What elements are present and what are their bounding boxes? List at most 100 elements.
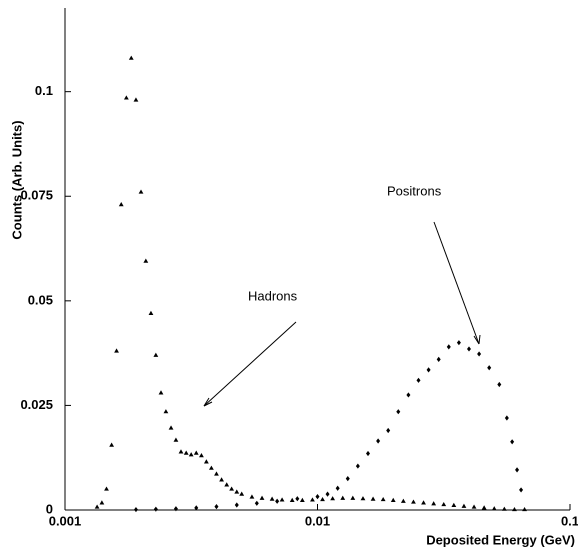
point (143, 258, 149, 263)
point (118, 202, 124, 207)
point (396, 409, 401, 415)
point (390, 497, 396, 502)
point (466, 346, 471, 352)
y-tick-label: 0.025 (20, 397, 53, 412)
arrow (433, 221, 480, 345)
point (522, 506, 527, 512)
point (109, 442, 115, 447)
point (456, 340, 461, 346)
point (519, 487, 524, 493)
point (386, 427, 391, 434)
point (481, 505, 487, 510)
point (421, 500, 426, 505)
point (158, 390, 164, 395)
point (104, 486, 109, 491)
point (114, 348, 119, 353)
point (340, 495, 346, 500)
point (350, 495, 356, 500)
point (269, 496, 275, 501)
point (504, 415, 509, 421)
point (335, 485, 340, 491)
point (275, 498, 280, 504)
x-tick-label: 0.01 (305, 513, 330, 528)
point (259, 495, 265, 500)
point (501, 506, 507, 511)
point (279, 497, 285, 502)
point (133, 97, 139, 102)
point (315, 494, 320, 500)
point (406, 392, 411, 398)
point (183, 450, 189, 455)
point (330, 496, 336, 501)
point (224, 482, 230, 487)
arrow-head (473, 334, 481, 345)
y-tick-label: 0 (46, 501, 53, 516)
point (299, 497, 305, 502)
point (133, 506, 138, 513)
point (360, 496, 366, 501)
point (325, 491, 330, 497)
point (153, 506, 158, 512)
x-tick-label: 0.001 (49, 513, 82, 528)
point (400, 498, 406, 503)
point (441, 501, 447, 507)
point (188, 452, 194, 457)
point (289, 497, 295, 502)
point (310, 497, 315, 502)
point (416, 377, 421, 383)
point (219, 477, 224, 482)
y-tick-label: 0.1 (35, 83, 53, 98)
point (491, 506, 497, 511)
point (214, 504, 219, 510)
point (431, 501, 437, 506)
point (234, 502, 239, 508)
y-axis-label: Counts (Arb. Units) (9, 120, 24, 239)
arrow (203, 321, 297, 407)
point (446, 344, 451, 350)
point (345, 476, 350, 482)
point (380, 496, 386, 502)
point (515, 467, 520, 473)
point (173, 437, 179, 442)
annotation: Hadrons (248, 288, 298, 303)
point (153, 352, 159, 357)
point (497, 381, 502, 388)
point (173, 506, 178, 512)
x-tick-label: 0.1 (561, 513, 578, 528)
point (366, 450, 371, 457)
point (254, 500, 259, 506)
point (451, 502, 457, 507)
point (426, 367, 431, 373)
point (94, 504, 100, 509)
point (199, 453, 204, 458)
y-tick-label: 0.05 (28, 292, 53, 307)
point (461, 503, 467, 508)
point (355, 463, 360, 469)
point (203, 459, 209, 464)
point (99, 500, 105, 505)
point (193, 450, 199, 455)
point (148, 310, 154, 315)
point (168, 425, 174, 430)
annotation: Positrons (387, 183, 442, 198)
point (214, 471, 219, 476)
point (512, 506, 517, 512)
point (249, 494, 255, 499)
point (128, 55, 134, 60)
point (123, 95, 129, 100)
point (510, 439, 515, 445)
point (239, 491, 245, 496)
point (477, 351, 482, 357)
point (194, 505, 199, 511)
arrow-head (203, 397, 213, 407)
point (436, 356, 441, 362)
point (295, 496, 300, 502)
point (138, 189, 144, 194)
point (178, 449, 184, 454)
y-tick-label: 0.075 (20, 188, 53, 203)
point (320, 496, 325, 502)
point (163, 409, 169, 414)
point (234, 489, 240, 494)
